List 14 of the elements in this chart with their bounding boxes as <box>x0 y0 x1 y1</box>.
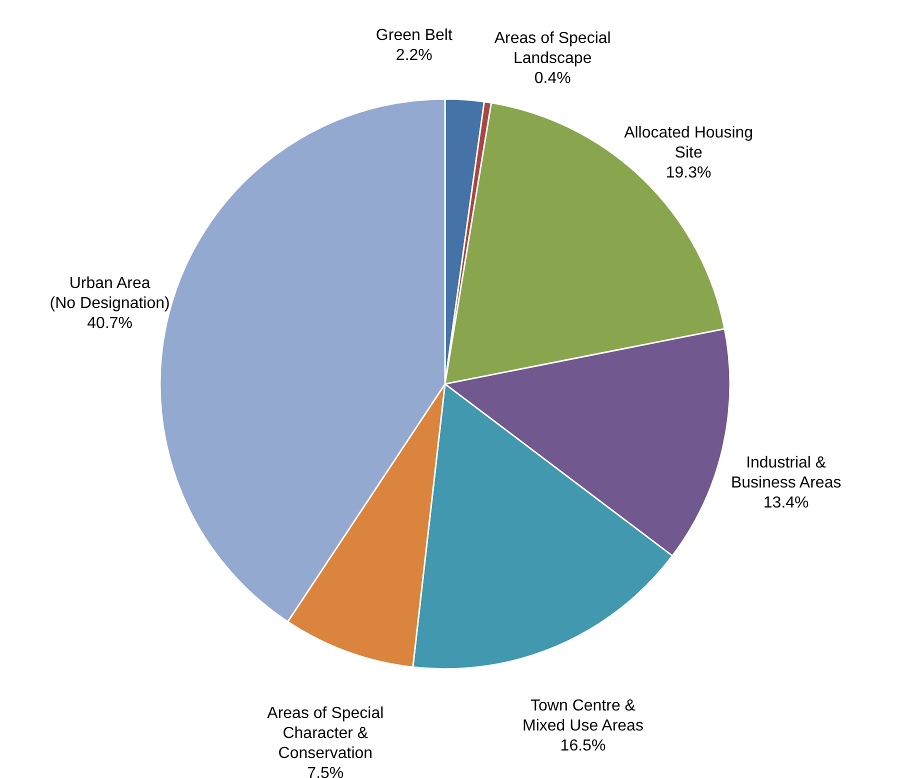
data-label: 16.5% <box>560 738 606 755</box>
data-label: 0.4% <box>534 70 571 87</box>
data-label: 7.5% <box>307 764 344 778</box>
slice-label: Areas of Special Landscape <box>494 30 611 67</box>
slice-label: Industrial & Business Areas <box>730 454 842 492</box>
slice-label: Urban Area (No Designation) <box>50 275 170 312</box>
data-label: 13.4% <box>763 494 809 512</box>
slice-label: Areas of Special Character & Conservation <box>267 704 384 762</box>
slice-label: Town Centre & Mixed Use Areas <box>522 698 644 735</box>
data-label: 2.2% <box>396 46 432 64</box>
slice-label: Allocated Housing Site <box>624 124 754 162</box>
slice-label: Green Belt <box>376 26 453 44</box>
data-label: 40.7% <box>87 315 133 332</box>
data-label: 19.3% <box>666 164 712 182</box>
